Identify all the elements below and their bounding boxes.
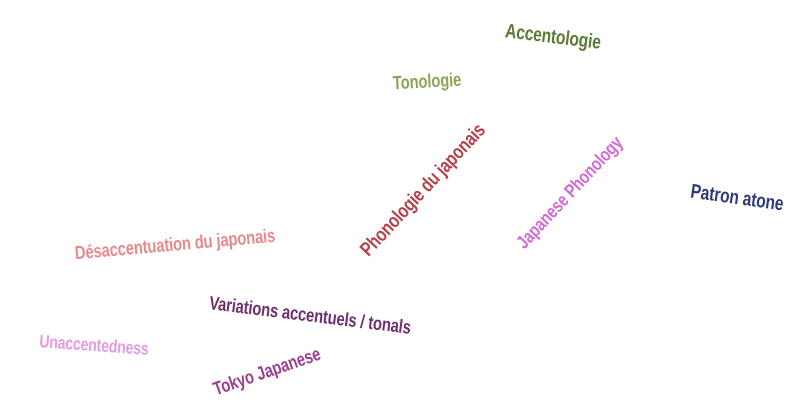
word-unaccentedness: Unaccentedness xyxy=(38,331,150,359)
word-japanese-phonology: Japanese Phonology xyxy=(512,132,628,254)
word-variations-accentuels-tonals: Variations accentuels / tonals xyxy=(208,293,412,339)
word-desaccentuation-du-japonais: Désaccentuation du japonais xyxy=(74,225,276,265)
word-tonologie: Tonologie xyxy=(392,69,462,95)
word-phonologie-du-japonais: Phonologie du japonais xyxy=(356,119,490,261)
word-accentologie: Accentologie xyxy=(503,20,603,54)
word-tokyo-japanese: Tokyo Japanese xyxy=(210,343,324,401)
word-patron-atone: Patron atone xyxy=(689,180,785,216)
